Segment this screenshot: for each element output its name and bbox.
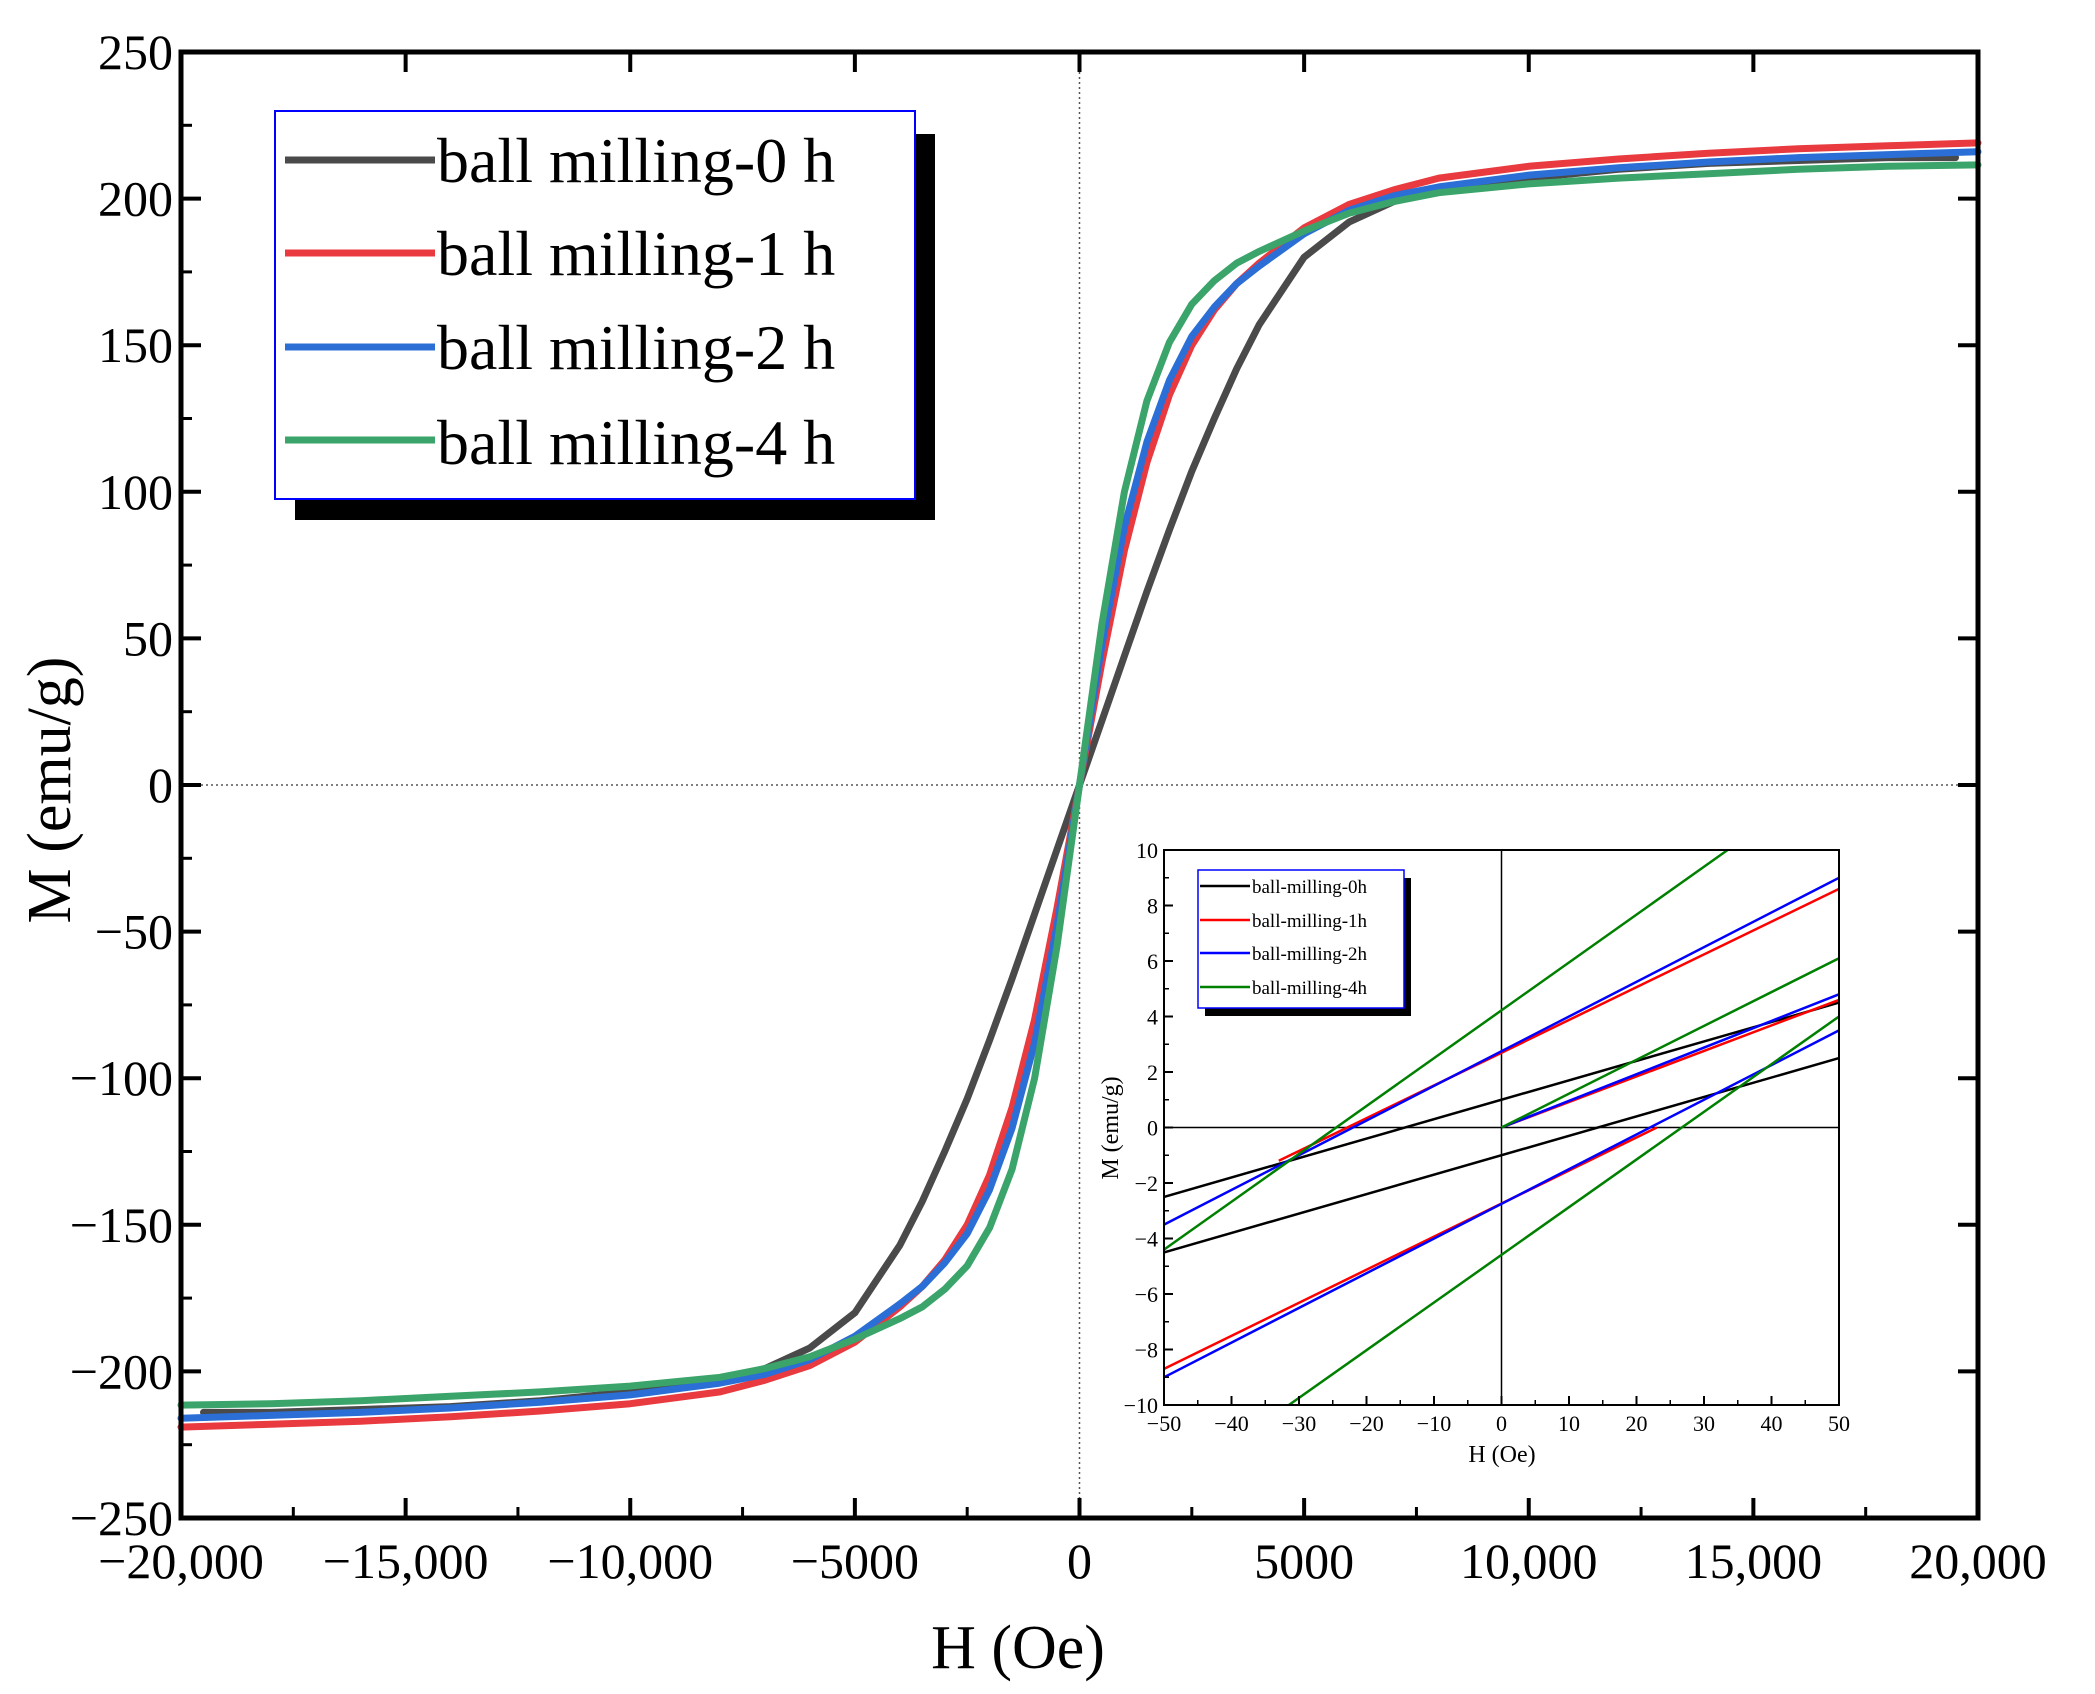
inset-legend-label-4h: ball-milling-4h — [1252, 978, 1368, 999]
inset-y-tick-label-1: −8 — [1135, 1338, 1158, 1363]
inset-x-tick-label-4: −10 — [1417, 1411, 1451, 1436]
inset-series-ball-milling-4h-segment-1 — [1288, 1015, 1840, 1407]
inset-x-tick-label-8: 30 — [1693, 1411, 1715, 1436]
legend-label-1h: ball milling-1 h — [437, 218, 835, 289]
legend-label-2h: ball milling-2 h — [437, 312, 835, 383]
main-x-tick-label-8: 20,000 — [1909, 1533, 2047, 1589]
inset-x-tick-label-0: −50 — [1147, 1411, 1181, 1436]
legend-label-0h: ball milling-0 h — [437, 125, 835, 196]
inset-y-axis-title: M (emu/g) — [1098, 1076, 1124, 1179]
inset-y-tick-label-10: 10 — [1136, 838, 1158, 863]
main-y-tick-label-4: −50 — [95, 904, 173, 960]
inset-y-tick-label-5: 0 — [1147, 1116, 1158, 1141]
inset-legend-box — [1197, 869, 1405, 1009]
inset-y-tick-label-0: −10 — [1124, 1393, 1158, 1418]
inset-series-ball-milling-1h-segment-0 — [1278, 887, 1840, 1162]
inset-x-axis-title: H (Oe) — [1468, 1442, 1535, 1468]
inset-legend-label-1h: ball-milling-1h — [1252, 911, 1368, 932]
inset-y-tick-label-3: −4 — [1135, 1227, 1158, 1252]
inset-y-tick-label-8: 6 — [1147, 949, 1158, 974]
main-x-tick-label-7: 15,000 — [1685, 1533, 1823, 1589]
inset-y-tick-label-4: −2 — [1135, 1171, 1158, 1196]
inset-x-tick-label-2: −30 — [1282, 1411, 1316, 1436]
inset-x-tick-label-1: −40 — [1214, 1411, 1248, 1436]
main-series-ball-milling-4-h — [177, 161, 1982, 1409]
inset-series-ball-milling-1h-segment-1 — [1163, 1126, 1658, 1371]
inset-x-axis-ticks: −50 −40 −30 −20 −10 0 10 20 30 40 50 — [1147, 1396, 1850, 1436]
inset-y-tick-label-2: −6 — [1135, 1282, 1158, 1307]
inset-series-ball-milling-0h-segment-0 — [1163, 1001, 1840, 1199]
main-x-tick-label-5: 5000 — [1254, 1533, 1354, 1589]
main-y-tick-label-10: 250 — [98, 24, 173, 80]
main-y-axis-title: M (emu/g) — [16, 657, 84, 924]
main-y-tick-label-8: 150 — [98, 317, 173, 373]
inset-series-ball-milling-4h-segment-2 — [1500, 957, 1840, 1129]
main-x-tick-label-2: −10,000 — [547, 1533, 713, 1589]
main-y-tick-label-6: 50 — [123, 610, 173, 666]
main-x-tick-label-4: 0 — [1067, 1533, 1092, 1589]
inset-chart: −50 −40 −30 −20 −10 0 10 20 30 40 50 −10−8−6−4−202… — [1098, 838, 1850, 1468]
inset-legend: ball-milling-0h ball-milling-1h ball-mil… — [1197, 869, 1411, 1016]
inset-x-tick-label-7: 20 — [1626, 1411, 1648, 1436]
main-y-tick-label-1: −200 — [70, 1343, 173, 1399]
main-chart: −20,000 −15,000 −10,000 −5000 0 5000 10,000 15,… — [16, 24, 2047, 1682]
inset-series-ball-milling-2h-segment-0 — [1163, 876, 1840, 1226]
main-y-tick-label-9: 200 — [98, 171, 173, 227]
main-y-tick-label-7: 100 — [98, 464, 173, 520]
main-series-group — [177, 139, 1982, 1431]
legend-label-4h: ball milling-4 h — [437, 407, 835, 478]
main-x-axis-title: H (Oe) — [931, 1614, 1105, 1682]
main-x-tick-label-0: −20,000 — [98, 1533, 264, 1589]
inset-y-axis-ticks: −10 −8 −6 −4 −2 0 2 4 6 8 10 — [1124, 838, 1173, 1418]
main-x-tick-label-3: −5000 — [791, 1533, 919, 1589]
main-legend-box — [274, 110, 916, 500]
inset-legend-label-2h: ball-milling-2h — [1252, 944, 1368, 965]
main-legend: ball milling-0 h ball milling-1 h ball m… — [274, 110, 935, 520]
main-x-tick-label-6: 10,000 — [1460, 1533, 1598, 1589]
inset-x-tick-label-6: 10 — [1558, 1411, 1580, 1436]
main-x-axis-ticks: −20,000 −15,000 −10,000 −5000 0 5000 10,000 15,… — [98, 52, 2047, 1589]
inset-legend-label-0h: ball-milling-0h — [1252, 877, 1368, 898]
inset-series-ball-milling-0h-segment-1 — [1163, 1056, 1840, 1254]
inset-x-tick-label-10: 50 — [1828, 1411, 1850, 1436]
inset-x-tick-label-5: 0 — [1496, 1411, 1507, 1436]
inset-series-group — [1163, 848, 1840, 1407]
inset-series-ball-milling-2h-segment-1 — [1163, 1029, 1840, 1379]
main-y-tick-label-0: −250 — [70, 1490, 173, 1546]
inset-x-tick-label-3: −20 — [1349, 1411, 1383, 1436]
inset-y-tick-label-9: 8 — [1147, 894, 1158, 919]
main-y-tick-label-5: 0 — [148, 757, 173, 813]
inset-series-ball-milling-2h-segment-2 — [1501, 993, 1840, 1129]
main-x-tick-label-1: −15,000 — [323, 1533, 489, 1589]
inset-y-tick-label-7: 4 — [1147, 1005, 1158, 1030]
inset-series-ball-milling-4h-segment-0 — [1163, 848, 1729, 1251]
inset-x-tick-label-9: 40 — [1761, 1411, 1783, 1436]
inset-y-tick-label-6: 2 — [1147, 1060, 1158, 1085]
main-y-tick-label-3: −100 — [70, 1050, 173, 1106]
main-y-tick-label-2: −150 — [70, 1197, 173, 1253]
